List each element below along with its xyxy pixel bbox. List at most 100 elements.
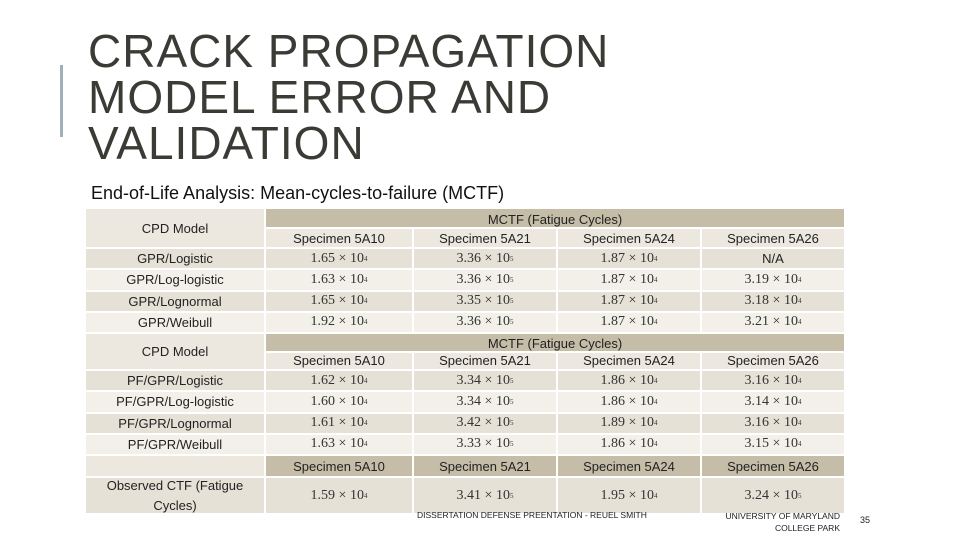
column-header: Specimen 5A24 [557, 351, 701, 370]
table-cell: 1.62 × 10 4 [265, 370, 413, 392]
table-cell: 3.36 × 10 5 [413, 311, 557, 333]
mantissa: 3.24 × 10 [744, 487, 798, 503]
group-header: MCTF (Fatigue Cycles) [265, 208, 845, 228]
table-cell: 3.33 × 10 5 [413, 433, 557, 455]
subtitle: End-of-Life Analysis: Mean-cycles-to-fai… [91, 183, 505, 203]
mantissa: 3.33 × 10 [456, 436, 510, 452]
table-cell: 1.63 × 10 4 [265, 269, 413, 291]
exponent: 5 [509, 491, 514, 500]
table-cell: 1.86 × 10 4 [557, 433, 701, 455]
mantissa: 1.95 × 10 [600, 487, 654, 503]
exponent: 5 [509, 254, 514, 263]
header-cell: CPD Model [85, 208, 265, 248]
table-cell: 1.86 × 10 4 [557, 391, 701, 413]
column-header: Specimen 5A21 [413, 228, 557, 248]
mantissa: 1.59 × 10 [310, 487, 364, 503]
exponent: 4 [653, 419, 658, 428]
exponent: 4 [653, 254, 658, 263]
title-line: MODEL ERROR AND [88, 71, 552, 123]
table-cell: 3.15 × 10 4 [701, 433, 845, 455]
row-label: PF/GPR/Weibull [85, 433, 265, 455]
table-cell: 1.59 × 10 4 [265, 477, 413, 514]
table-cell: 1.87 × 10 4 [557, 269, 701, 291]
footer-line: UNIVERSITY OF MARYLAND [725, 511, 840, 521]
mantissa: 3.14 × 10 [744, 393, 798, 409]
row-label: GPR/Lognormal [85, 290, 265, 312]
exponent: 4 [653, 491, 658, 500]
exponent: 4 [363, 419, 368, 428]
table-cell: 3.24 × 10 5 [701, 477, 845, 514]
mantissa: 3.34 × 10 [456, 372, 510, 388]
mantissa: 1.87 × 10 [600, 314, 654, 330]
accent-bar [60, 65, 63, 137]
page-number: 35 [860, 515, 871, 525]
exponent: 4 [797, 376, 802, 385]
mantissa: 3.19 × 10 [744, 271, 798, 287]
table-cell: 1.87 × 10 4 [557, 311, 701, 333]
mantissa: 1.87 × 10 [600, 250, 654, 266]
table-cell: N/A [701, 248, 845, 270]
row-label: PF/GPR/Logistic [85, 370, 265, 392]
header-cell [85, 455, 265, 477]
exponent: 4 [653, 318, 658, 327]
table-cell: 3.18 × 10 4 [701, 290, 845, 312]
exponent: 4 [363, 254, 368, 263]
group-header: MCTF (Fatigue Cycles) [265, 333, 845, 352]
table-cell: 3.42 × 10 5 [413, 412, 557, 434]
column-header: Specimen 5A26 [701, 455, 845, 477]
exponent: 5 [509, 440, 514, 449]
mantissa: 3.36 × 10 [456, 250, 510, 266]
table-cell: 3.19 × 10 4 [701, 269, 845, 291]
table-cell: 1.60 × 10 4 [265, 391, 413, 413]
mantissa: 1.87 × 10 [600, 271, 654, 287]
mantissa: 1.92 × 10 [310, 314, 364, 330]
mantissa: 3.42 × 10 [456, 415, 510, 431]
column-header: Specimen 5A10 [265, 228, 413, 248]
exponent: 5 [509, 419, 514, 428]
column-header: Specimen 5A26 [701, 351, 845, 370]
column-header: Specimen 5A26 [701, 228, 845, 248]
mantissa: 3.34 × 10 [456, 393, 510, 409]
table-cell: 1.61 × 10 4 [265, 412, 413, 434]
mantissa: 3.21 × 10 [744, 314, 798, 330]
footer-left: DISSERTATION DEFENSE PREENTATION - REUEL… [417, 510, 647, 520]
footer-line: COLLEGE PARK [774, 523, 840, 533]
exponent: 4 [797, 397, 802, 406]
exponent: 4 [653, 397, 658, 406]
mantissa: 3.16 × 10 [744, 415, 798, 431]
exponent: 4 [653, 275, 658, 284]
mantissa: 3.36 × 10 [456, 314, 510, 330]
table-cell: 3.14 × 10 4 [701, 391, 845, 413]
table-cell: 3.36 × 10 5 [413, 248, 557, 270]
exponent: 4 [363, 275, 368, 284]
mantissa: 1.62 × 10 [310, 372, 364, 388]
table-cell: 3.35 × 10 5 [413, 290, 557, 312]
exponent: 4 [797, 440, 802, 449]
exponent: 5 [509, 376, 514, 385]
mantissa: 3.18 × 10 [744, 293, 798, 309]
exponent: 4 [363, 397, 368, 406]
row-label: GPR/Logistic [85, 248, 265, 270]
title-line: CRACK PROPAGATION [88, 25, 610, 77]
mantissa: 3.16 × 10 [744, 372, 798, 388]
table-cell: 1.65 × 10 4 [265, 248, 413, 270]
table-cell: 3.16 × 10 4 [701, 412, 845, 434]
table-cell: 3.36 × 10 5 [413, 269, 557, 291]
exponent: 4 [363, 376, 368, 385]
mantissa: 1.86 × 10 [600, 393, 654, 409]
table-cell: 3.16 × 10 4 [701, 370, 845, 392]
exponent: 4 [653, 376, 658, 385]
column-header: Specimen 5A10 [265, 455, 413, 477]
exponent: 4 [797, 318, 802, 327]
exponent: 5 [509, 318, 514, 327]
exponent: 5 [509, 275, 514, 284]
row-label: PF/GPR/Log-logistic [85, 391, 265, 413]
table-cell: 1.86 × 10 4 [557, 370, 701, 392]
mantissa: 1.89 × 10 [600, 415, 654, 431]
table-cell: 1.65 × 10 4 [265, 290, 413, 312]
exponent: 5 [509, 297, 514, 306]
row-label: GPR/Log-logistic [85, 269, 265, 291]
exponent: 4 [797, 297, 802, 306]
mantissa: 1.65 × 10 [310, 250, 364, 266]
